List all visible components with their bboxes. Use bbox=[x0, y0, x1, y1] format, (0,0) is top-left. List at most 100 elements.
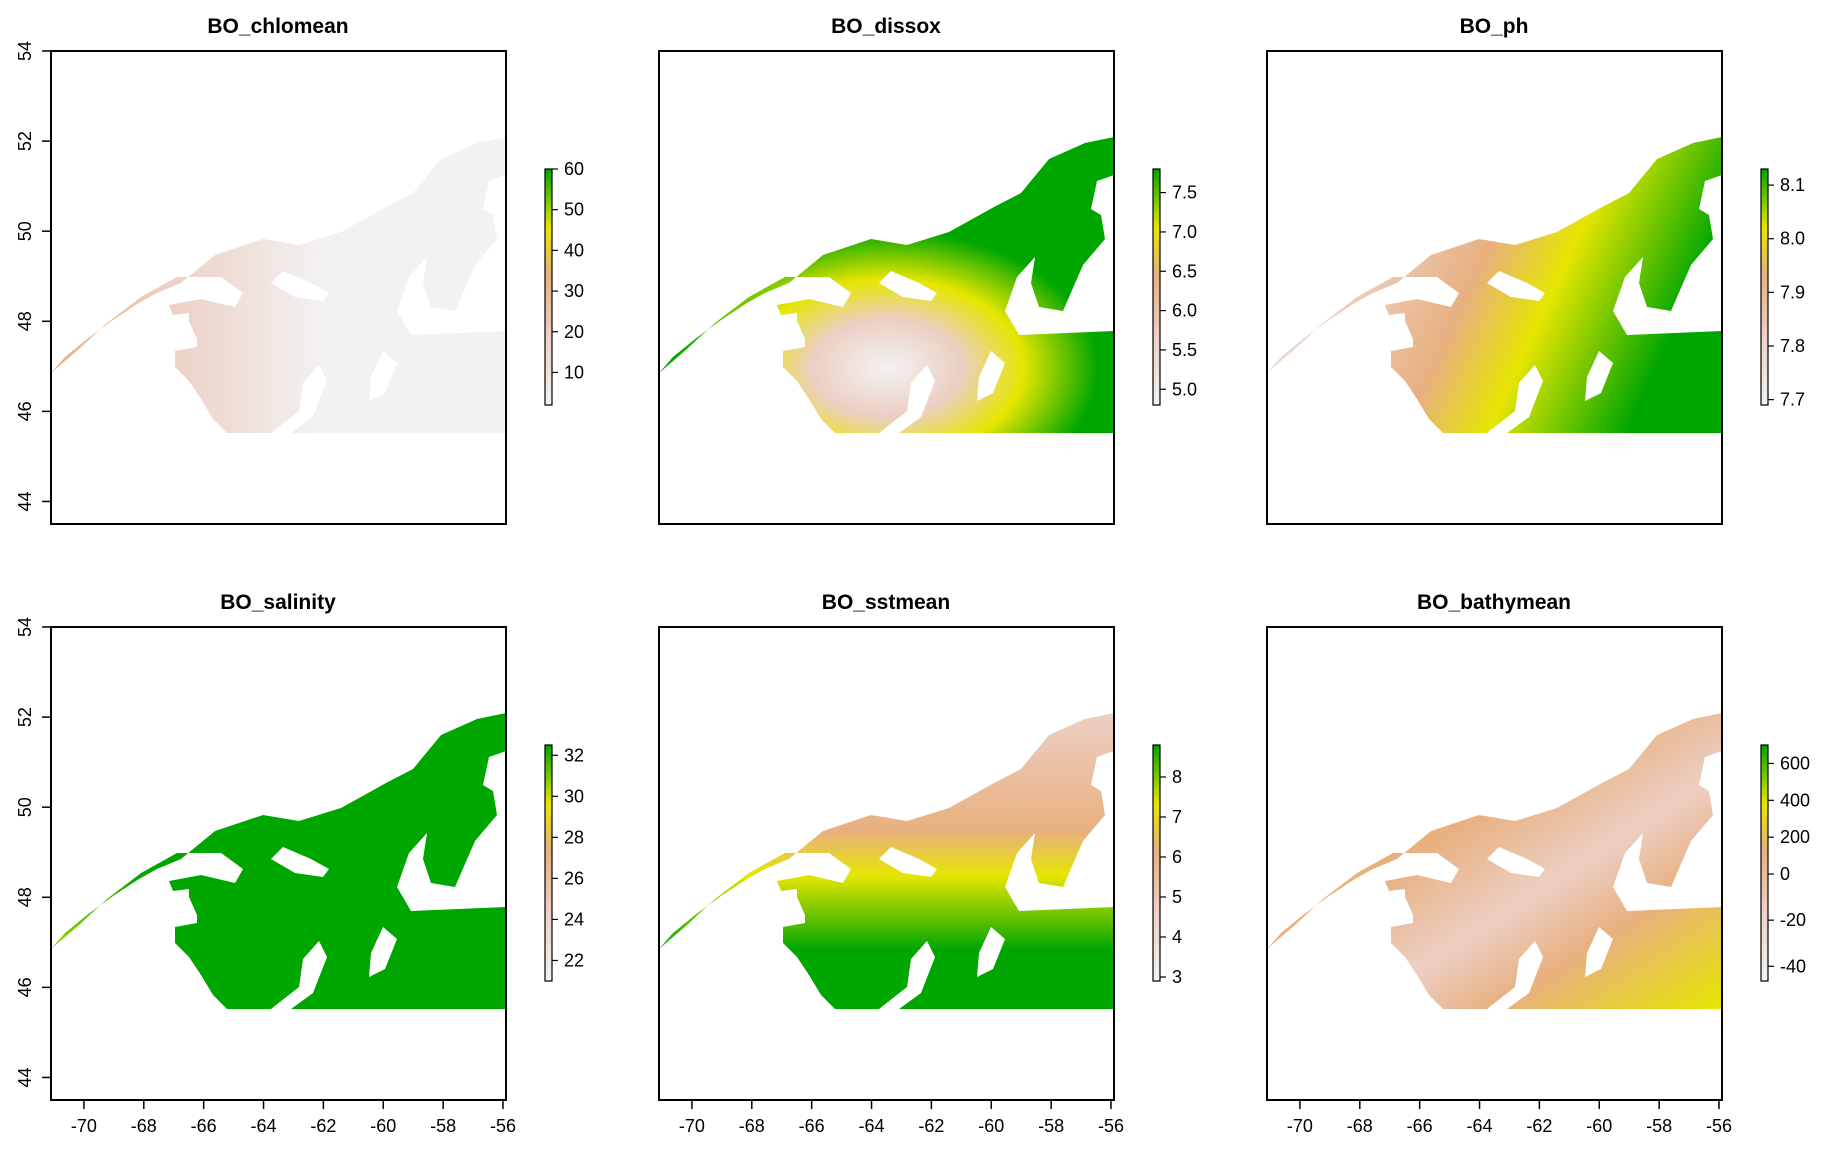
legend-tick-label: 10 bbox=[564, 362, 584, 382]
legend-tick-label: 3 bbox=[1172, 967, 1182, 987]
color-legend: 5.0 5.5 6.0 6.5 7.0 7.5 bbox=[1152, 168, 1197, 406]
x-axis: -70 -68 -66 -64 -62 -60 -58 -56 bbox=[71, 1100, 516, 1136]
legend-tick-label: 50 bbox=[564, 200, 584, 220]
y-tick-label: 48 bbox=[15, 887, 35, 907]
legend-tick-label: -40 bbox=[1780, 956, 1806, 976]
color-legend: 10 20 30 40 50 60 bbox=[544, 159, 584, 406]
legend-colorbar bbox=[1152, 168, 1161, 406]
legend-tick-label: 30 bbox=[564, 786, 584, 806]
y-axis: 44 46 48 50 52 54 bbox=[15, 617, 51, 1087]
map-frame bbox=[1266, 50, 1723, 525]
panel-ph: BO_ph 7.7 7.8 7.9 8.0 8.1 bbox=[1266, 15, 1805, 525]
color-legend: 3 4 5 6 7 8 bbox=[1152, 744, 1182, 987]
panel-dissox: BO_dissox 5.0 5.5 6.0 6.5 7.0 7.5 bbox=[658, 15, 1197, 525]
x-tick-label: -60 bbox=[978, 1116, 1004, 1136]
legend-tick-label: 0 bbox=[1780, 864, 1790, 884]
map-frame bbox=[1266, 626, 1723, 1101]
land-water-mask bbox=[1267, 137, 1722, 433]
x-tick-label: -70 bbox=[71, 1116, 97, 1136]
x-tick-label: -58 bbox=[1038, 1116, 1064, 1136]
panel-title: BO_ph bbox=[1460, 15, 1529, 38]
y-tick-label: 54 bbox=[15, 617, 35, 637]
y-tick-label: 54 bbox=[15, 41, 35, 61]
legend-tick-label: 7.8 bbox=[1780, 336, 1805, 356]
x-tick-label: -58 bbox=[430, 1116, 456, 1136]
x-tick-label: -68 bbox=[739, 1116, 765, 1136]
x-tick-label: -58 bbox=[1646, 1116, 1672, 1136]
legend-tick-label: 8 bbox=[1172, 767, 1182, 787]
color-legend: 7.7 7.8 7.9 8.0 8.1 bbox=[1760, 168, 1805, 410]
x-tick-label: -66 bbox=[191, 1116, 217, 1136]
y-tick-label: 44 bbox=[15, 1067, 35, 1087]
x-tick-label: -70 bbox=[679, 1116, 705, 1136]
legend-tick-label: 6.0 bbox=[1172, 301, 1197, 321]
legend-tick-label: 8.0 bbox=[1780, 229, 1805, 249]
legend-tick-label: 200 bbox=[1780, 827, 1810, 847]
x-tick-label: -62 bbox=[1526, 1116, 1552, 1136]
legend-tick-label: 28 bbox=[564, 827, 584, 847]
legend-tick-label: 5 bbox=[1172, 887, 1182, 907]
y-tick-label: 52 bbox=[15, 131, 35, 151]
legend-tick-label: 8.1 bbox=[1780, 175, 1805, 195]
x-tick-label: -56 bbox=[1098, 1116, 1124, 1136]
x-tick-label: -68 bbox=[131, 1116, 157, 1136]
land-water-mask bbox=[659, 713, 1114, 1009]
legend-colorbar bbox=[1760, 168, 1769, 406]
panel-title: BO_chlomean bbox=[207, 15, 348, 38]
legend-tick-label: -20 bbox=[1780, 910, 1806, 930]
x-tick-label: -68 bbox=[1347, 1116, 1373, 1136]
legend-tick-label: 6.5 bbox=[1172, 261, 1197, 281]
legend-tick-label: 40 bbox=[564, 240, 584, 260]
legend-tick-label: 24 bbox=[564, 909, 584, 929]
x-tick-label: -64 bbox=[251, 1116, 277, 1136]
legend-tick-label: 7.9 bbox=[1780, 282, 1805, 302]
panel-salinity: BO_salinity 44 46 48 50 52 54 -70 -68 -66 -64 -62… bbox=[15, 591, 584, 1136]
legend-tick-label: 32 bbox=[564, 745, 584, 765]
map-frame bbox=[50, 626, 507, 1101]
x-axis: -70 -68 -66 -64 -62 -60 -58 -56 bbox=[679, 1100, 1124, 1136]
legend-colorbar bbox=[1760, 744, 1769, 982]
x-tick-label: -64 bbox=[859, 1116, 885, 1136]
legend-tick-label: 5.0 bbox=[1172, 379, 1197, 399]
panel-title: BO_dissox bbox=[831, 15, 941, 38]
panel-title: BO_bathymean bbox=[1417, 591, 1571, 614]
x-tick-label: -70 bbox=[1287, 1116, 1313, 1136]
legend-tick-label: 4 bbox=[1172, 927, 1182, 947]
x-tick-label: -60 bbox=[1586, 1116, 1612, 1136]
panel-title: BO_sstmean bbox=[822, 591, 950, 614]
land-water-mask bbox=[659, 137, 1114, 433]
legend-tick-label: 600 bbox=[1780, 753, 1810, 773]
y-tick-label: 50 bbox=[15, 797, 35, 817]
legend-colorbar bbox=[544, 168, 553, 406]
legend-colorbar bbox=[1152, 744, 1161, 982]
x-tick-label: -62 bbox=[310, 1116, 336, 1136]
panel-bathymean: BO_bathymean -70 -68 -66 -64 -62 -60 -58 -56 -4… bbox=[1266, 591, 1810, 1136]
x-tick-label: -56 bbox=[490, 1116, 516, 1136]
x-tick-label: -66 bbox=[799, 1116, 825, 1136]
x-tick-label: -66 bbox=[1407, 1116, 1433, 1136]
land-water-mask bbox=[1267, 713, 1722, 1009]
legend-tick-label: 26 bbox=[564, 868, 584, 888]
legend-tick-label: 7.7 bbox=[1780, 390, 1805, 410]
map-frame bbox=[50, 50, 507, 525]
y-tick-label: 46 bbox=[15, 977, 35, 997]
legend-tick-label: 30 bbox=[564, 281, 584, 301]
y-axis: 44 46 48 50 52 54 bbox=[15, 41, 51, 511]
panel-title: BO_salinity bbox=[220, 591, 336, 614]
map-frame bbox=[658, 50, 1115, 525]
x-axis: -70 -68 -66 -64 -62 -60 -58 -56 bbox=[1287, 1100, 1732, 1136]
panel-chlomean: BO_chlomean 44 46 48 50 52 54 10 20 30 40 50 60 bbox=[15, 15, 584, 525]
legend-tick-label: 7.0 bbox=[1172, 222, 1197, 242]
panel-sstmean: BO_sstmean -70 -68 -66 -64 -62 -60 -58 -56 3 4 5 6… bbox=[658, 591, 1182, 1136]
legend-tick-label: 22 bbox=[564, 950, 584, 970]
legend-tick-label: 7.5 bbox=[1172, 183, 1197, 203]
legend-tick-label: 5.5 bbox=[1172, 340, 1197, 360]
color-legend: -40 -20 0 200 400 600 bbox=[1760, 744, 1810, 982]
y-tick-label: 48 bbox=[15, 311, 35, 331]
legend-tick-label: 7 bbox=[1172, 807, 1182, 827]
y-tick-label: 46 bbox=[15, 401, 35, 421]
y-tick-label: 52 bbox=[15, 707, 35, 727]
land-water-mask bbox=[51, 713, 506, 1009]
